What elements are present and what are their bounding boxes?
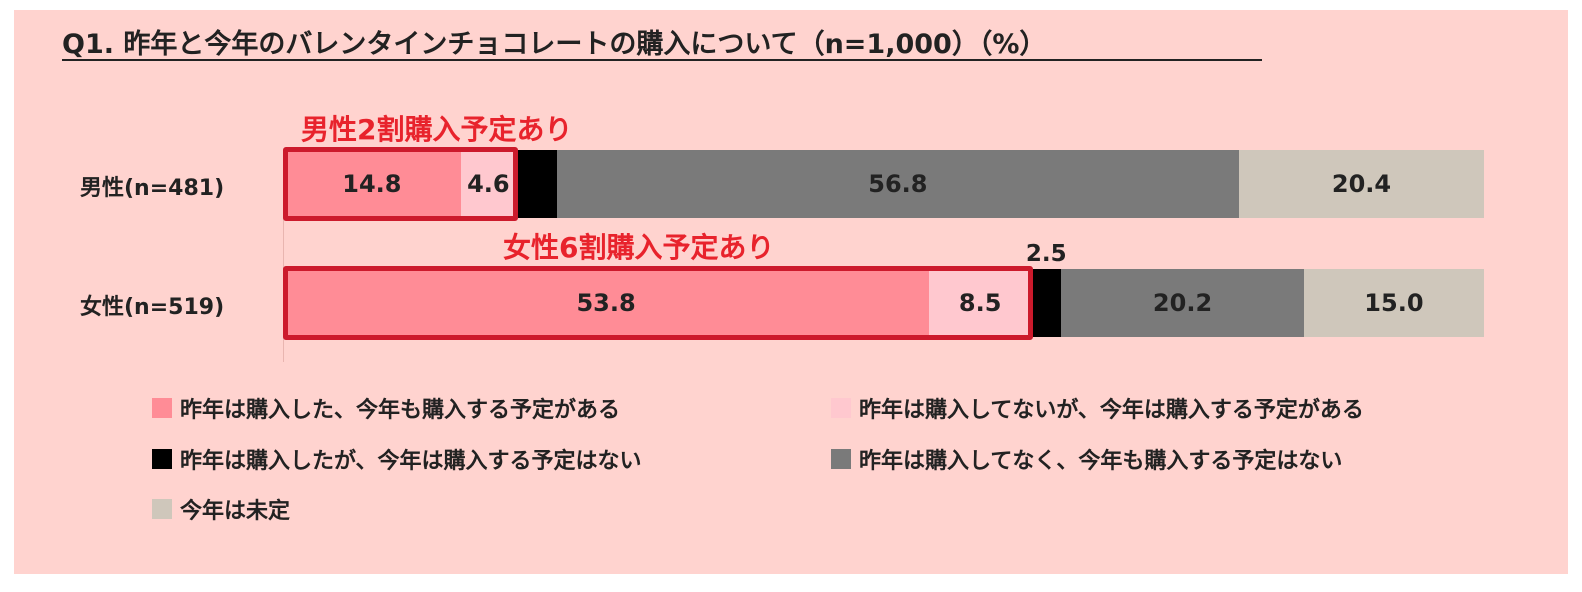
bar-segment: 4.6 [460, 150, 516, 218]
chart-title: Q1. 昨年と今年のバレンタインチョコレートの購入について（n=1,000）（%… [62, 29, 1047, 60]
legend-label: 昨年は購入した、今年も購入する予定がある [180, 398, 621, 423]
legend-label: 昨年は購入してないが、今年は購入する予定がある [859, 398, 1364, 423]
legend-label: 昨年は購入してなく、今年も購入する予定はない [859, 449, 1343, 474]
bar-segment: 14.8 [283, 150, 461, 218]
legend-item: 昨年は購入してなく、今年も購入する予定はない [831, 443, 1342, 475]
legend-label: 今年は未定 [180, 499, 291, 524]
legend-item: 昨年は購入してないが、今年は購入する予定がある [831, 392, 1364, 424]
legend-item: 昨年は購入したが、今年は購入する予定はない [152, 443, 642, 475]
annotation-text: 男性2割購入予定あり [301, 113, 573, 146]
legend-item: 昨年は購入した、今年も購入する予定がある [152, 392, 620, 424]
annotation-text: 女性6割購入予定あり [503, 231, 775, 264]
legend-swatch [831, 449, 851, 469]
bar-segment: 8.5 [929, 269, 1032, 337]
legend-swatch [152, 499, 172, 519]
legend-label: 昨年は購入したが、今年は購入する予定はない [180, 449, 642, 474]
legend-item: 今年は未定 [152, 493, 290, 525]
bar-segment: 56.8 [556, 150, 1239, 218]
bar-segment: 53.8 [283, 269, 930, 337]
category-axis-line [283, 150, 284, 362]
purchase-highlight-box [283, 266, 1034, 340]
row-label: 女性(n=519) [80, 295, 225, 320]
bar-segment: 15.0 [1303, 269, 1484, 337]
bar-segment: 20.4 [1238, 150, 1484, 218]
bar-segment [515, 150, 557, 218]
row-label: 男性(n=481) [80, 176, 225, 201]
bar-segment [1031, 269, 1062, 337]
purchase-highlight-box [283, 147, 518, 221]
legend-swatch [831, 398, 851, 418]
legend-swatch [152, 449, 172, 469]
title-underline [62, 59, 1262, 61]
legend-swatch [152, 398, 172, 418]
data-label: 2.5 [1025, 241, 1067, 267]
bar-segment: 20.2 [1061, 269, 1304, 337]
